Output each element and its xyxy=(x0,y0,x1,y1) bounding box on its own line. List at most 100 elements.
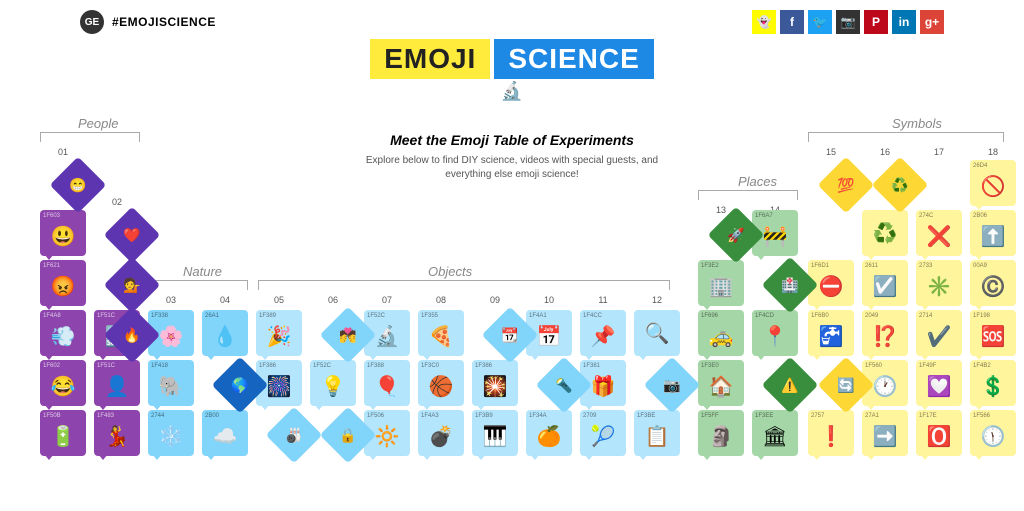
emoji-cell[interactable]: 2709🎾 xyxy=(580,410,626,456)
emoji-cell[interactable]: 1F49F💟 xyxy=(916,360,962,406)
emoji-cell[interactable]: 00A9©️ xyxy=(970,260,1016,306)
emoji-cell[interactable]: 1F4CD📍 xyxy=(752,310,798,356)
emoji-diamond[interactable]: 🔥 xyxy=(104,307,161,364)
title-area: EMOJI SCIENCE 🔬 Meet the Emoji Table of … xyxy=(0,39,1024,182)
emoji-glyph: ✳️ xyxy=(919,269,959,303)
emoji-cell[interactable]: 26A1💧 xyxy=(202,310,248,356)
emoji-glyph: 📍 xyxy=(755,319,795,353)
emoji-cell[interactable]: 2714✔️ xyxy=(916,310,962,356)
emoji-cell[interactable]: 1F3C0🏀 xyxy=(418,360,464,406)
emoji-cell[interactable]: 1F388🎈 xyxy=(364,360,410,406)
emoji-glyph: 💏 xyxy=(339,327,356,344)
emoji-glyph: ✔️ xyxy=(919,319,959,353)
emoji-cell[interactable]: 2733✳️ xyxy=(916,260,962,306)
emoji-glyph: 📌 xyxy=(583,319,623,353)
emoji-diamond[interactable]: 🔦 xyxy=(536,357,593,414)
emoji-cell[interactable]: 1F51C👤 xyxy=(94,360,140,406)
emoji-diamond[interactable]: 🔄 xyxy=(818,357,875,414)
emoji-cell[interactable]: 1F4A3💣 xyxy=(418,410,464,456)
emoji-glyph: 🏢 xyxy=(701,269,741,303)
social-links: 👻f🐦📷Ping+ xyxy=(752,10,944,34)
emoji-cell[interactable]: 274C❌ xyxy=(916,210,962,256)
column-number: 07 xyxy=(364,295,410,305)
emoji-cell[interactable]: 2757❗ xyxy=(808,410,854,456)
emoji-glyph: 🎇 xyxy=(475,369,515,403)
emoji-cell[interactable]: 1F3E2🏢 xyxy=(698,260,744,306)
column-number: 11 xyxy=(580,295,626,305)
emoji-cell[interactable]: 2B06⬆️ xyxy=(970,210,1016,256)
emoji-glyph: 🎉 xyxy=(259,319,299,353)
emoji-cell[interactable]: 1F3E0🏠 xyxy=(698,360,744,406)
emoji-cell[interactable]: 1F418🐘 xyxy=(148,360,194,406)
emoji-cell[interactable]: ♻️ xyxy=(862,210,908,256)
emoji-glyph: 😃 xyxy=(43,219,83,253)
emoji-diamond[interactable]: 🏥 xyxy=(762,257,819,314)
emoji-cell[interactable]: 1F4CC📌 xyxy=(580,310,626,356)
emoji-diamond[interactable]: 🎳 xyxy=(266,407,323,464)
emoji-glyph: ❗ xyxy=(811,419,851,453)
emoji-cell[interactable]: 1F483💃 xyxy=(94,410,140,456)
emoji-glyph: 💁 xyxy=(123,277,140,294)
emoji-diamond[interactable]: 📆 xyxy=(482,307,539,364)
emoji-glyph: 🔒 xyxy=(339,427,356,444)
emoji-cell[interactable]: 1F3BE📋 xyxy=(634,410,680,456)
emoji-cell[interactable]: 1F5FF🗿 xyxy=(698,410,744,456)
group-bracket xyxy=(698,190,798,200)
emoji-cell[interactable]: 1F3B9🎹 xyxy=(472,410,518,456)
twitter-button[interactable]: 🐦 xyxy=(808,10,832,34)
emoji-cell[interactable]: 1F17E🅾️ xyxy=(916,410,962,456)
emoji-diamond[interactable]: 😁 xyxy=(50,157,107,214)
column-number: 03 xyxy=(148,295,194,305)
emoji-cell[interactable]: 1F621😡 xyxy=(40,260,86,306)
emoji-diamond[interactable]: ♻️ xyxy=(872,157,929,214)
emoji-glyph: ©️ xyxy=(973,269,1013,303)
emoji-glyph: ❤️ xyxy=(123,227,140,244)
emoji-cell[interactable]: 1F566🕦 xyxy=(970,410,1016,456)
emoji-diamond[interactable]: 🔒 xyxy=(320,407,377,464)
column-number: 10 xyxy=(526,295,572,305)
emoji-cell[interactable]: 🔍 xyxy=(634,310,680,356)
emoji-glyph: 💃 xyxy=(97,419,137,453)
header-left: GE #EMOJISCIENCE xyxy=(80,10,216,34)
group-bracket xyxy=(808,132,1004,142)
pinterest-button[interactable]: P xyxy=(864,10,888,34)
column-number: 16 xyxy=(862,147,908,157)
emoji-cell[interactable]: 2049⁉️ xyxy=(862,310,908,356)
emoji-cell[interactable]: 2B00☁️ xyxy=(202,410,248,456)
emoji-diamond[interactable]: ⚠️ xyxy=(762,357,819,414)
emoji-cell[interactable]: 27A1➡️ xyxy=(862,410,908,456)
emoji-cell[interactable]: 1F355🍕 xyxy=(418,310,464,356)
emoji-cell[interactable]: 1F4B2💲 xyxy=(970,360,1016,406)
emoji-cell[interactable]: 1F198🆘 xyxy=(970,310,1016,356)
emoji-diamond[interactable]: 💏 xyxy=(320,307,377,364)
emoji-diamond[interactable]: ❤️ xyxy=(104,207,161,264)
emoji-diamond[interactable]: 🚀 xyxy=(708,207,765,264)
emoji-glyph: ⚠️ xyxy=(781,377,798,394)
emoji-cell[interactable]: 2744❄️ xyxy=(148,410,194,456)
emoji-cell[interactable]: 2611☑️ xyxy=(862,260,908,306)
emoji-cell[interactable]: 1F6B0🚰 xyxy=(808,310,854,356)
emoji-cell[interactable]: 1F3EE🏛 xyxy=(752,410,798,456)
emoji-diamond[interactable]: 📷 xyxy=(644,357,701,414)
emoji-glyph: 💧 xyxy=(205,319,245,353)
emoji-cell[interactable]: 1F34A🍊 xyxy=(526,410,572,456)
emoji-cell[interactable]: 1F4A8💨 xyxy=(40,310,86,356)
googleplus-button[interactable]: g+ xyxy=(920,10,944,34)
emoji-cell[interactable]: 1F696🚕 xyxy=(698,310,744,356)
emoji-cell[interactable]: 1F389🎉 xyxy=(256,310,302,356)
emoji-diamond[interactable]: 💁 xyxy=(104,257,161,314)
emoji-glyph: 💨 xyxy=(43,319,83,353)
emoji-cell[interactable]: 1F602😂 xyxy=(40,360,86,406)
emoji-cell[interactable]: 1F52C💡 xyxy=(310,360,356,406)
emoji-cell[interactable]: 26D4🚫 xyxy=(970,160,1016,206)
ge-logo[interactable]: GE xyxy=(80,10,104,34)
emoji-cell[interactable]: 1F386🎇 xyxy=(472,360,518,406)
emoji-cell[interactable]: 1F50B🔋 xyxy=(40,410,86,456)
emoji-diamond[interactable]: 💯 xyxy=(818,157,875,214)
snapchat-button[interactable]: 👻 xyxy=(752,10,776,34)
emoji-diamond[interactable]: 🌎 xyxy=(212,357,269,414)
facebook-button[interactable]: f xyxy=(780,10,804,34)
instagram-button[interactable]: 📷 xyxy=(836,10,860,34)
emoji-cell[interactable]: 1F603😃 xyxy=(40,210,86,256)
linkedin-button[interactable]: in xyxy=(892,10,916,34)
